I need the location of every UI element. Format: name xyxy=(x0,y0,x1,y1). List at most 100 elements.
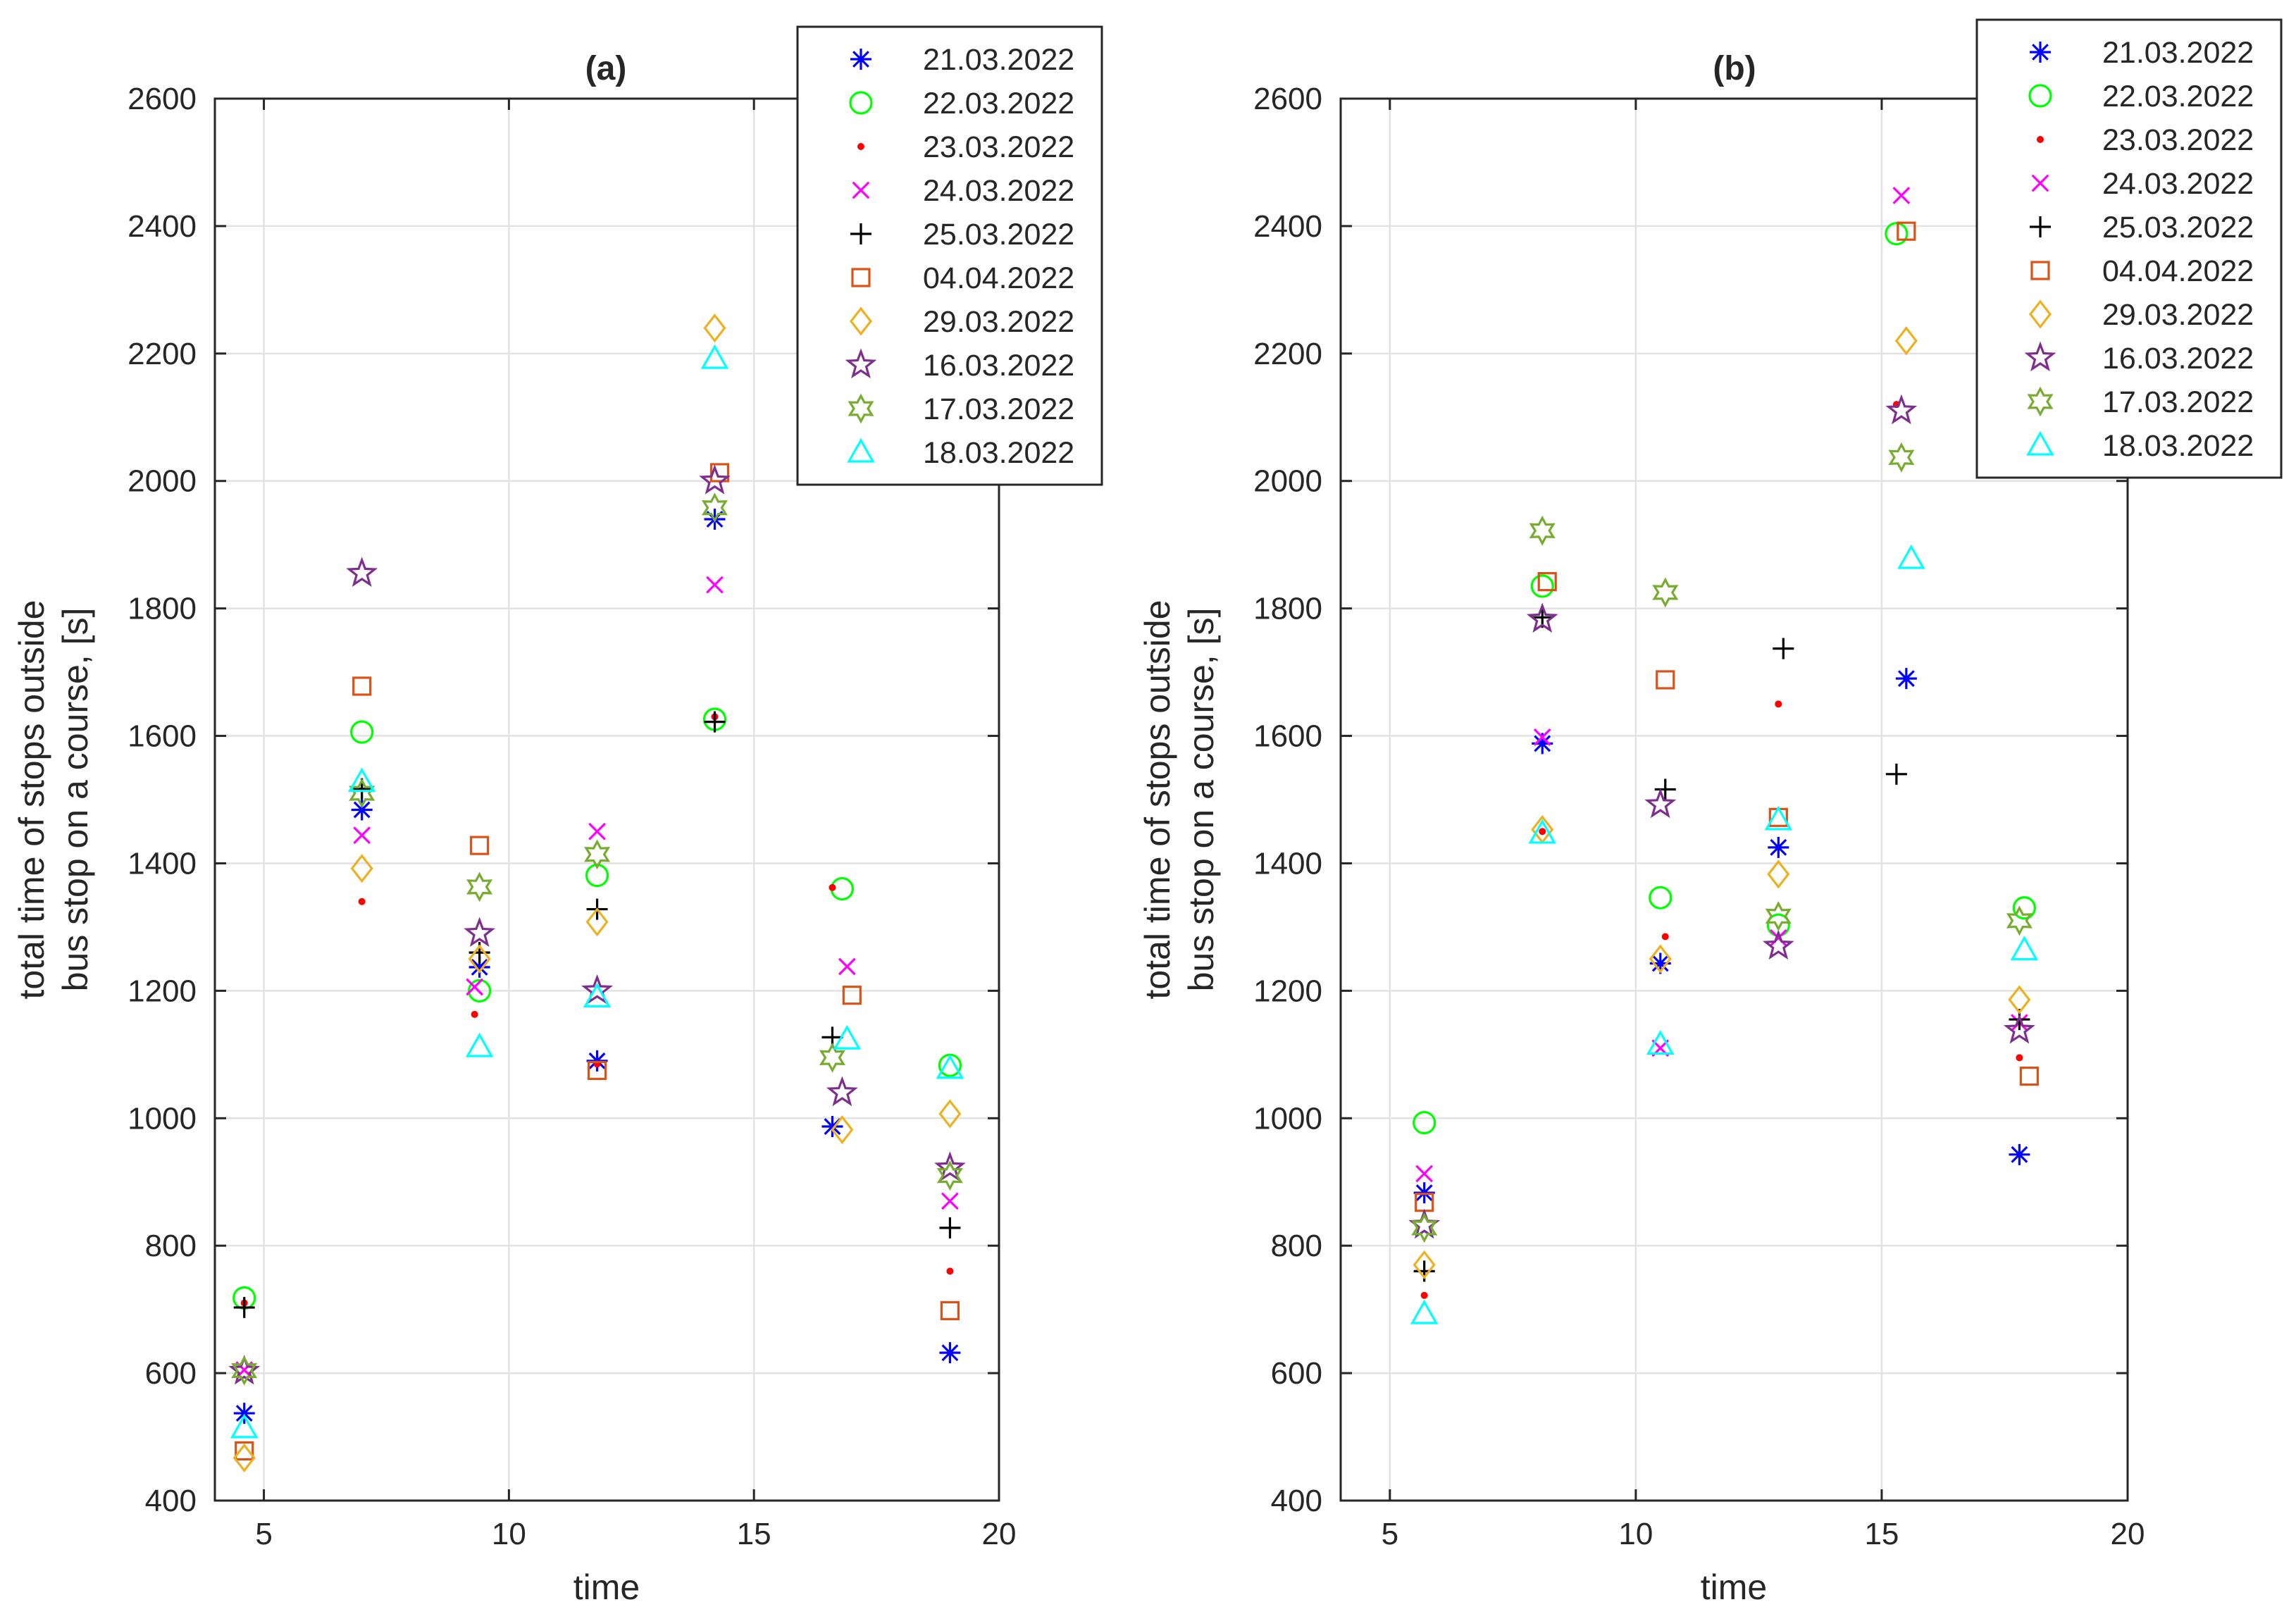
legend-label: 16.03.2022 xyxy=(923,349,1074,383)
legend-marker xyxy=(851,268,871,287)
y-tick-label: 800 xyxy=(1271,1229,1322,1263)
series-21.03.2022 xyxy=(1413,668,2030,1204)
legend-marker xyxy=(2031,174,2049,192)
y-tick-label: 800 xyxy=(145,1229,197,1263)
legend-item: 04.04.2022 xyxy=(2030,254,2254,288)
legend-item: 18.03.2022 xyxy=(847,436,1074,470)
data-point xyxy=(1885,763,1907,785)
panel-b: (b) 5 10 15 20 400 600 800 1000 1200 1400 1600 1800… xyxy=(1138,18,2283,1607)
data-point xyxy=(1652,577,1679,608)
data-point xyxy=(584,839,611,870)
legend-label: 23.03.2022 xyxy=(2102,123,2254,157)
panel-a-ylabel-line1: total time of stops outside xyxy=(12,600,51,1000)
legend-label: 29.03.2022 xyxy=(923,305,1074,339)
data-point xyxy=(941,1192,959,1210)
data-point xyxy=(1411,1212,1438,1243)
y-tick-label: 2600 xyxy=(1253,82,1322,116)
legend-label: 18.03.2022 xyxy=(923,436,1074,470)
data-point xyxy=(838,957,856,976)
series-22.03.2022 xyxy=(1413,222,2036,1135)
legend-marker xyxy=(850,49,871,70)
data-point xyxy=(347,767,376,793)
data-point xyxy=(1649,952,1671,974)
data-point xyxy=(1420,1291,1428,1299)
y-tick-label: 1400 xyxy=(128,846,197,881)
data-point xyxy=(939,1217,961,1239)
data-point xyxy=(350,720,374,744)
data-point xyxy=(1895,668,1917,690)
data-point xyxy=(1530,574,1554,598)
panel-b-xlabel: time xyxy=(1701,1568,1767,1607)
data-point xyxy=(585,907,609,937)
y-tick-label: 400 xyxy=(1271,1484,1322,1518)
legend-label: 21.03.2022 xyxy=(2102,36,2254,70)
y-tick-label: 1400 xyxy=(1253,846,1322,881)
data-point xyxy=(2012,896,2036,920)
legend-marker xyxy=(2030,261,2050,280)
data-point xyxy=(701,492,728,523)
panel-a-markers xyxy=(228,314,966,1473)
legend-label: 21.03.2022 xyxy=(923,43,1074,77)
y-tick-label: 2400 xyxy=(128,209,197,244)
data-point xyxy=(2006,905,2033,936)
data-point xyxy=(1529,515,1556,546)
data-point xyxy=(826,1076,858,1107)
series-18.03.2022 xyxy=(230,344,964,1439)
data-point xyxy=(353,826,371,845)
y-tick-label: 1800 xyxy=(128,592,197,626)
data-point xyxy=(2019,1066,2039,1086)
x-tick-label: 15 xyxy=(1864,1517,1899,1551)
legend-label: 22.03.2022 xyxy=(923,87,1074,120)
legend-marker xyxy=(2037,136,2044,143)
legend-item: 21.03.2022 xyxy=(2030,36,2254,70)
x-tick-label: 20 xyxy=(982,1517,1017,1551)
data-point xyxy=(1885,394,1918,425)
legend-item: 18.03.2022 xyxy=(2026,429,2254,463)
legend-label: 04.04.2022 xyxy=(923,261,1074,295)
data-point xyxy=(700,344,729,369)
data-point xyxy=(829,883,836,891)
data-point xyxy=(706,576,724,594)
data-point xyxy=(468,979,492,1002)
legend-label: 18.03.2022 xyxy=(2102,429,2254,463)
series-23.03.2022 xyxy=(240,713,954,1307)
panel-b-ylabel-line1: total time of stops outside xyxy=(1138,600,1177,1000)
data-point xyxy=(1894,326,1918,356)
data-point xyxy=(699,464,731,495)
y-tick-label: 1000 xyxy=(128,1101,197,1136)
y-tick-label: 2200 xyxy=(1253,337,1322,371)
x-tick-label: 10 xyxy=(492,1517,526,1551)
data-point xyxy=(1415,1165,1434,1183)
legend-label: 24.03.2022 xyxy=(923,174,1074,208)
data-point xyxy=(1410,1299,1439,1324)
data-point xyxy=(934,1151,966,1181)
panel-a-title: (a) xyxy=(585,50,627,87)
data-point xyxy=(588,822,606,840)
data-point xyxy=(939,1342,961,1364)
legend-label: 22.03.2022 xyxy=(2102,80,2254,113)
legend-item: 25.03.2022 xyxy=(2030,211,2254,244)
data-point xyxy=(1888,442,1915,473)
y-tick-label: 2600 xyxy=(128,82,197,116)
data-point xyxy=(936,1054,964,1079)
series-18.03.2022 xyxy=(1410,544,2039,1324)
series-17.03.2022 xyxy=(1411,442,2033,1243)
data-point xyxy=(1765,901,1792,931)
x-tick-label: 10 xyxy=(1618,1517,1653,1551)
legend-item: 22.03.2022 xyxy=(2028,80,2254,113)
data-point xyxy=(1762,929,1794,960)
legend-marker xyxy=(852,181,870,199)
panel-a-ticks: 5 10 15 20 400 600 800 1000 1200 1400 1600 1800 2000… xyxy=(128,82,1016,1551)
panel-b-plot-area xyxy=(1339,97,2129,1502)
data-point xyxy=(233,1296,255,1318)
series-29.03.2022 xyxy=(232,314,962,1473)
legend-label: 04.04.2022 xyxy=(2102,254,2254,288)
data-point xyxy=(1656,670,1675,690)
data-point xyxy=(819,1042,846,1073)
data-point xyxy=(1769,929,1787,947)
series-24.03.2022 xyxy=(1415,187,2028,1183)
data-point xyxy=(703,314,726,343)
data-point xyxy=(232,1443,256,1473)
data-point xyxy=(1644,788,1677,819)
y-tick-label: 2000 xyxy=(1253,464,1322,499)
